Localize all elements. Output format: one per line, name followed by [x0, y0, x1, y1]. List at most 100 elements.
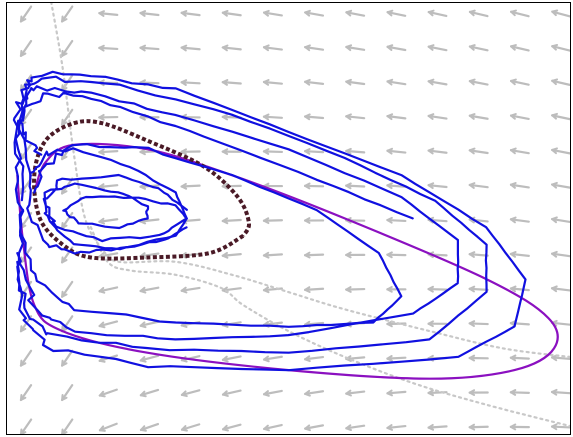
vector-field-arrow — [509, 113, 530, 121]
vector-field-arrow — [262, 389, 283, 397]
vector-field-arrow — [180, 389, 201, 398]
vector-field-arrow — [345, 113, 366, 121]
vector-field-arrow — [221, 217, 242, 225]
vector-field-arrow — [468, 389, 489, 397]
vector-field-arrow — [98, 286, 119, 294]
trajectory-line-2 — [42, 173, 188, 251]
vector-field-arrow — [551, 43, 571, 52]
trajectories — [12, 70, 559, 380]
nullcline-curve — [50, 2, 571, 359]
vector-field-arrow — [98, 10, 119, 17]
vector-field-arrow — [19, 384, 33, 402]
vector-field-arrow — [345, 182, 366, 190]
vector-field-arrow — [139, 10, 160, 17]
vector-field-arrow — [509, 320, 530, 327]
vector-field-arrow — [303, 251, 325, 259]
vector-field-arrow — [304, 113, 325, 121]
vector-field-arrow — [180, 10, 201, 17]
vector-field-arrow — [386, 182, 407, 190]
vector-field-arrow — [468, 44, 489, 52]
vector-field-arrow — [509, 182, 530, 189]
vector-field-arrow — [386, 424, 407, 431]
vector-field-arrow — [468, 147, 489, 155]
nullclines — [50, 2, 571, 428]
vector-field-arrow — [468, 354, 489, 362]
vector-field-arrow — [427, 9, 448, 18]
vector-field-arrow — [180, 182, 201, 190]
vector-field-arrow — [304, 424, 325, 432]
trajectory-line-0 — [16, 142, 559, 380]
vector-field-arrow — [139, 388, 160, 398]
vector-field-arrow — [262, 148, 284, 155]
vector-field-arrow — [427, 113, 448, 120]
vector-field-arrow — [60, 211, 74, 230]
vector-field-arrow — [303, 182, 325, 190]
vector-field-arrow — [345, 355, 366, 362]
trajectory-line-5 — [17, 85, 460, 341]
vector-field-arrow — [386, 147, 407, 155]
vector-field-arrow — [510, 9, 530, 18]
vector-field-arrow — [60, 108, 74, 126]
vector-field-arrow — [427, 285, 448, 293]
vector-field-arrow — [98, 388, 118, 398]
vector-field-arrow — [468, 78, 489, 86]
vector-field-arrow — [304, 78, 325, 86]
vector-field-arrow — [19, 5, 33, 23]
vector-field-arrow — [139, 320, 160, 329]
vector-field-arrow — [60, 39, 74, 57]
vector-field-arrow — [468, 182, 489, 189]
vector-field-arrow — [180, 423, 201, 432]
vector-field-arrow — [550, 250, 571, 258]
vector-field-arrow — [551, 9, 571, 18]
vector-field-arrow — [386, 44, 407, 52]
vector-field-arrow — [139, 422, 160, 432]
vector-field-arrow — [427, 182, 448, 190]
vector-field-arrow — [139, 354, 160, 363]
vector-field-arrow — [221, 182, 242, 190]
vector-field-arrow — [345, 147, 366, 155]
vector-field-arrow — [60, 349, 74, 367]
vector-field-arrow — [19, 418, 33, 435]
vector-field-arrow — [304, 355, 325, 363]
vector-field-arrow — [345, 251, 366, 259]
vector-field-arrow — [551, 147, 571, 155]
vector-field-arrow — [98, 320, 119, 329]
vector-field-arrow — [262, 79, 283, 86]
vector-field-arrow — [60, 280, 74, 298]
vector-field-arrow — [427, 147, 448, 155]
vector-field-arrow — [221, 389, 242, 397]
vector-field-arrow — [262, 9, 283, 17]
vector-field-arrow — [386, 320, 407, 328]
vector-field-arrow — [468, 113, 489, 120]
vector-field-arrow — [509, 44, 530, 52]
vector-field-arrow — [386, 251, 407, 259]
vector-field-arrow — [509, 216, 530, 224]
vector-field-arrow — [509, 389, 530, 396]
vector-field-arrow — [551, 112, 571, 121]
vector-field-arrow — [468, 251, 489, 258]
vector-field-arrow — [468, 285, 489, 293]
vector-field-arrow — [180, 79, 201, 86]
vector-field-arrow — [98, 44, 119, 52]
vector-field-arrow — [262, 251, 284, 259]
vector-field-arrow — [221, 355, 242, 363]
vector-field-arrow — [262, 113, 284, 121]
vector-field-arrow — [98, 113, 119, 121]
vector-field-arrow — [304, 44, 325, 52]
vector-field-arrow — [427, 78, 448, 86]
vector-field-arrow — [98, 183, 119, 190]
vector-field-arrow — [303, 286, 325, 294]
vector-field-arrow — [60, 384, 74, 402]
vector-field-arrow — [303, 217, 325, 224]
vector-field-arrow — [345, 424, 366, 432]
vector-field-arrow — [386, 389, 407, 397]
vector-field-arrow — [468, 9, 489, 18]
vector-field-arrow — [262, 217, 284, 225]
vector-field-arrow — [386, 113, 407, 121]
vector-field-arrow — [221, 148, 242, 156]
vector-field-arrow — [551, 216, 571, 224]
vector-field-arrow — [509, 251, 530, 258]
vector-field-arrow — [19, 349, 33, 367]
vector-field-arrow — [345, 286, 366, 293]
